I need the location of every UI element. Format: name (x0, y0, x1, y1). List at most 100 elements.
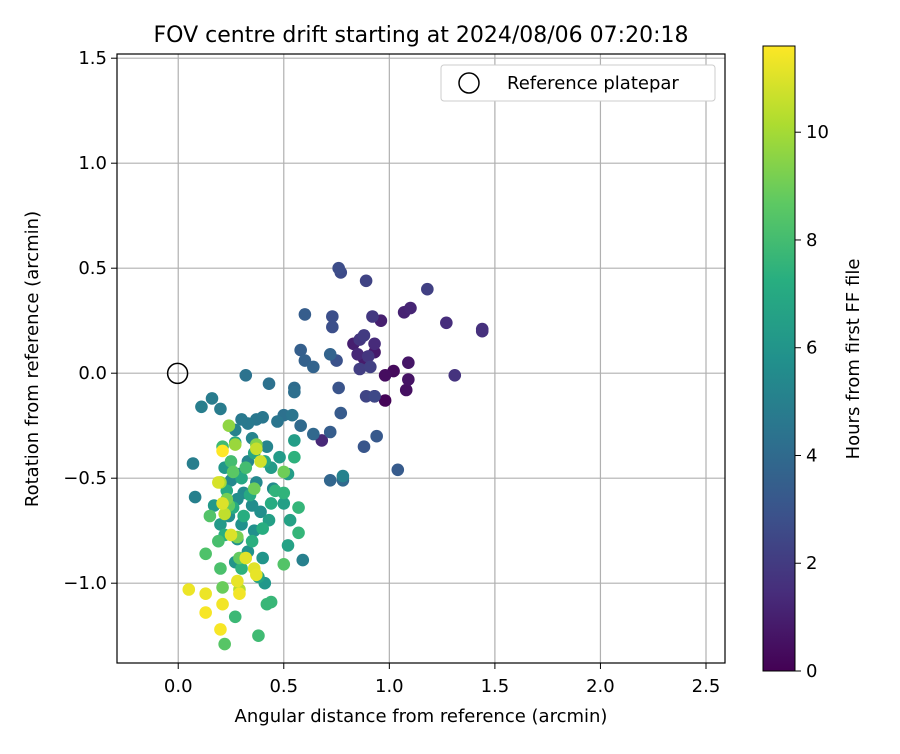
colorbar-tick-label: 2 (806, 553, 817, 574)
data-point (326, 320, 339, 334)
data-point (292, 526, 305, 540)
data-point (216, 444, 229, 458)
data-point (231, 574, 244, 588)
data-point (182, 583, 196, 596)
data-point (271, 415, 284, 428)
colorbar-tick-label: 0 (806, 661, 817, 682)
y-tick-label: 1.5 (78, 48, 107, 69)
data-point (195, 400, 208, 414)
data-point (186, 457, 200, 470)
data-point (292, 501, 305, 514)
data-point (421, 282, 434, 296)
data-point (239, 369, 253, 382)
legend: Reference platepar (440, 64, 716, 102)
y-axis-ticks: −1.0 −0.5 0.0 0.5 1.0 1.5 (63, 48, 117, 594)
data-point (368, 337, 381, 351)
data-point (250, 442, 263, 456)
data-point (296, 553, 310, 567)
data-point (277, 465, 291, 479)
data-point (448, 369, 462, 382)
data-point (256, 522, 269, 535)
data-point (353, 362, 367, 376)
y-tick-label: −1.0 (63, 573, 107, 594)
legend-label: Reference platepar (507, 73, 679, 94)
data-point (326, 310, 339, 323)
x-axis-ticks: 0.0 0.5 1.0 1.5 2.0 2.5 (164, 663, 720, 697)
data-point (332, 261, 345, 275)
data-point (216, 581, 229, 594)
data-point (214, 402, 227, 416)
data-point (224, 528, 238, 542)
x-tick-label: 2.5 (692, 676, 721, 697)
data-point (233, 587, 246, 600)
colorbar: 0 2 4 6 8 10 Hours from first FF file (762, 45, 864, 682)
data-point (288, 385, 301, 399)
data-point (281, 539, 295, 552)
data-point (205, 392, 219, 405)
reference-platepar-marker (166, 362, 189, 385)
x-tick-label: 0.5 (269, 676, 298, 697)
data-point (475, 324, 489, 338)
colorbar-gradient (762, 45, 796, 672)
data-point (370, 429, 383, 443)
data-point (288, 450, 301, 464)
data-point (228, 438, 242, 451)
data-point (214, 623, 227, 636)
data-point (307, 427, 320, 441)
data-point (288, 434, 301, 447)
data-point (277, 486, 291, 500)
data-point (323, 425, 337, 439)
data-point (245, 534, 259, 548)
x-tick-label: 1.0 (375, 676, 404, 697)
data-point (252, 629, 265, 642)
data-point (399, 383, 413, 397)
data-point (214, 562, 227, 575)
colorbar-tick-label: 10 (806, 122, 829, 143)
data-point (260, 440, 274, 454)
data-point (212, 476, 225, 489)
data-point (218, 637, 231, 651)
data-point (239, 551, 253, 565)
data-point (199, 547, 212, 561)
data-point (378, 369, 392, 382)
legend-box (440, 64, 716, 102)
data-point (336, 469, 350, 483)
data-points (182, 261, 489, 651)
data-point (294, 343, 307, 357)
y-tick-label: 0.5 (78, 258, 107, 279)
data-point (212, 534, 225, 548)
colorbar-ticks: 0 2 4 6 8 10 (795, 122, 829, 682)
data-point (199, 587, 212, 600)
data-point (250, 568, 263, 582)
y-tick-label: 0.0 (78, 363, 107, 384)
data-point (264, 497, 278, 510)
y-axis-label: Rotation from reference (arcmin) (22, 211, 43, 507)
data-point (440, 316, 453, 330)
colorbar-tick-label: 4 (806, 445, 817, 466)
data-point (323, 348, 337, 361)
data-point (235, 562, 248, 575)
data-point (334, 406, 348, 420)
data-point (298, 308, 312, 321)
data-point (254, 505, 267, 519)
data-point (224, 455, 238, 468)
data-point (323, 474, 337, 487)
data-point (214, 518, 227, 531)
x-tick-label: 0.0 (164, 676, 193, 697)
data-point (273, 450, 286, 464)
data-point (203, 509, 217, 523)
x-tick-label: 2.0 (586, 676, 615, 697)
data-point (199, 606, 212, 619)
data-point (254, 455, 267, 468)
data-point (237, 509, 250, 523)
data-point (188, 490, 202, 504)
data-point (368, 390, 381, 403)
data-point (247, 482, 261, 496)
x-axis-label: Angular distance from reference (arcmin) (235, 706, 608, 727)
data-point (307, 360, 320, 374)
legend-marker-icon (458, 72, 480, 94)
data-point (378, 394, 392, 407)
data-point (262, 377, 276, 391)
data-point (277, 497, 291, 510)
